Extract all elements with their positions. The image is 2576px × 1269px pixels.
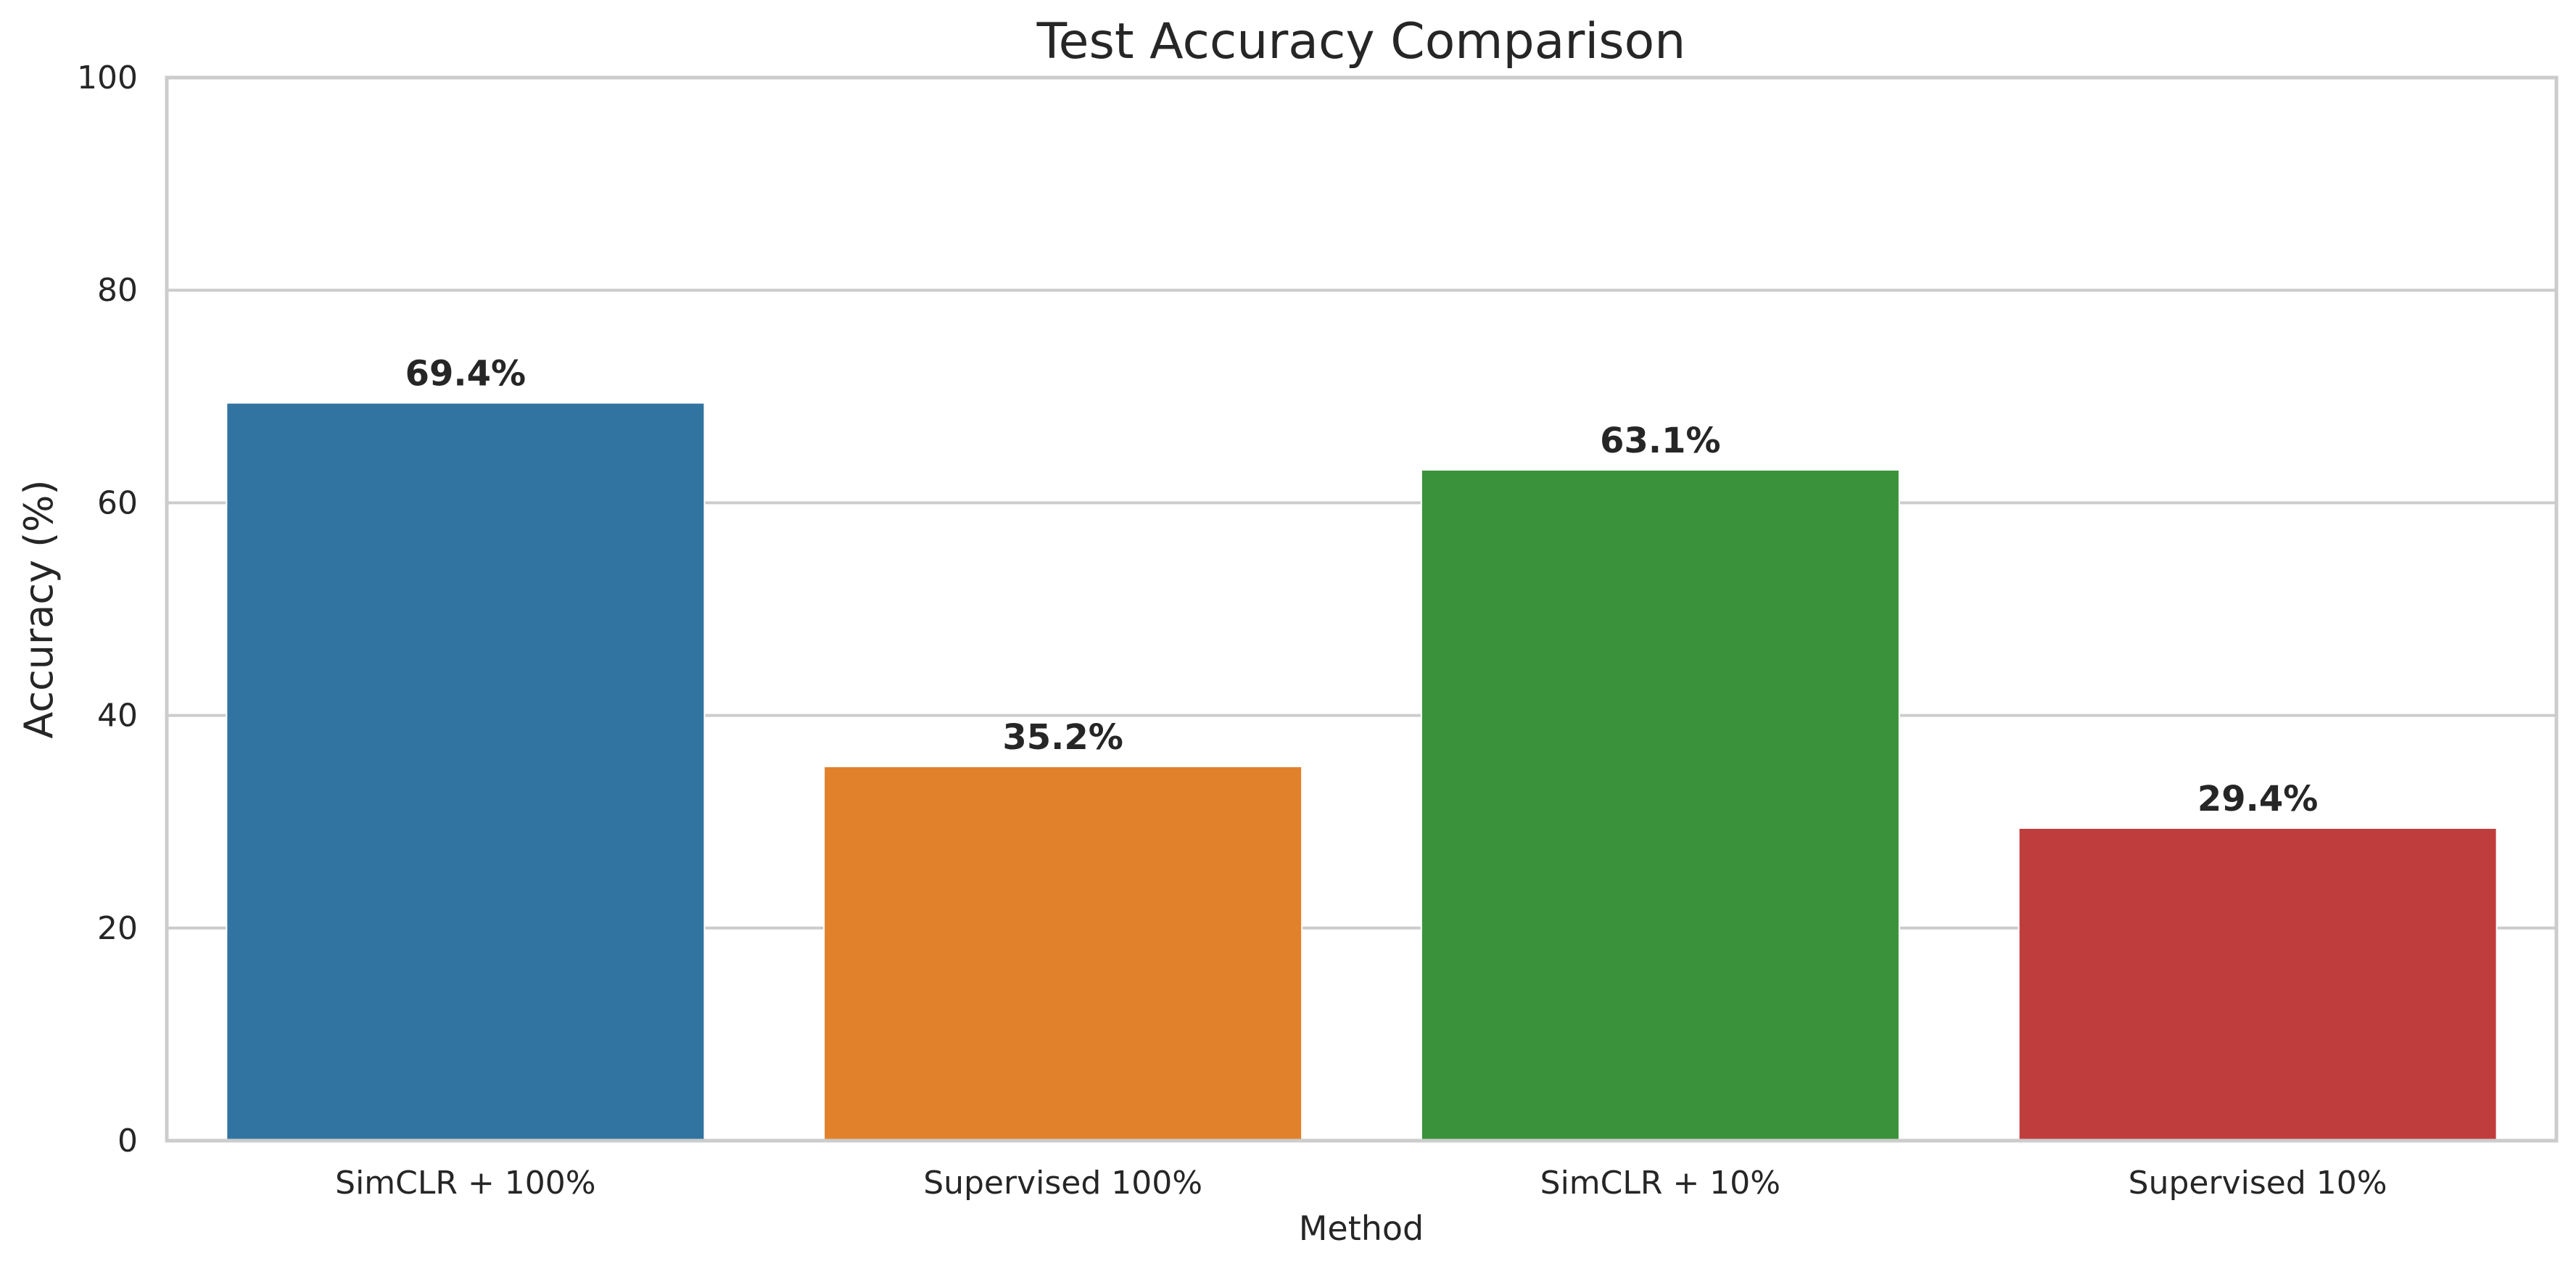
bar (226, 402, 706, 1141)
x-tick-label: SimCLR + 100% (335, 1165, 595, 1202)
bar (2018, 827, 2498, 1141)
y-tick-label: 20 (97, 910, 138, 947)
x-tick-label: Supervised 10% (2129, 1165, 2387, 1202)
y-tick-label: 0 (117, 1123, 138, 1160)
bar-value-labels: 69.4% 35.2% 63.1% 29.4% (405, 354, 2319, 819)
bar-value-label: 69.4% (405, 354, 527, 394)
y-tick-label: 100 (77, 59, 138, 96)
y-tick-label: 40 (97, 698, 138, 735)
x-axis-label: Method (1299, 1209, 1424, 1248)
bar (1420, 468, 1900, 1141)
bar-value-label: 63.1% (1600, 421, 1721, 461)
chart-title: Test Accuracy Comparison (1036, 13, 1686, 70)
bar-value-label: 29.4% (2197, 779, 2319, 819)
plot-frame (165, 75, 2559, 1143)
y-axis-label: Accuracy (%) (16, 479, 62, 738)
bar-value-label: 35.2% (1002, 717, 1123, 758)
y-tick-label: 60 (97, 484, 138, 521)
x-tick-label: Supervised 100% (923, 1165, 1202, 1202)
x-tick-labels: SimCLR + 100% Supervised 100% SimCLR + 10%… (335, 1165, 2387, 1202)
y-tick-labels: 0 20 40 60 80 100 (77, 59, 138, 1160)
y-tick-label: 80 (97, 272, 138, 309)
bars (226, 402, 2498, 1141)
x-tick-label: SimCLR + 10% (1540, 1165, 1780, 1202)
bar (823, 765, 1303, 1141)
